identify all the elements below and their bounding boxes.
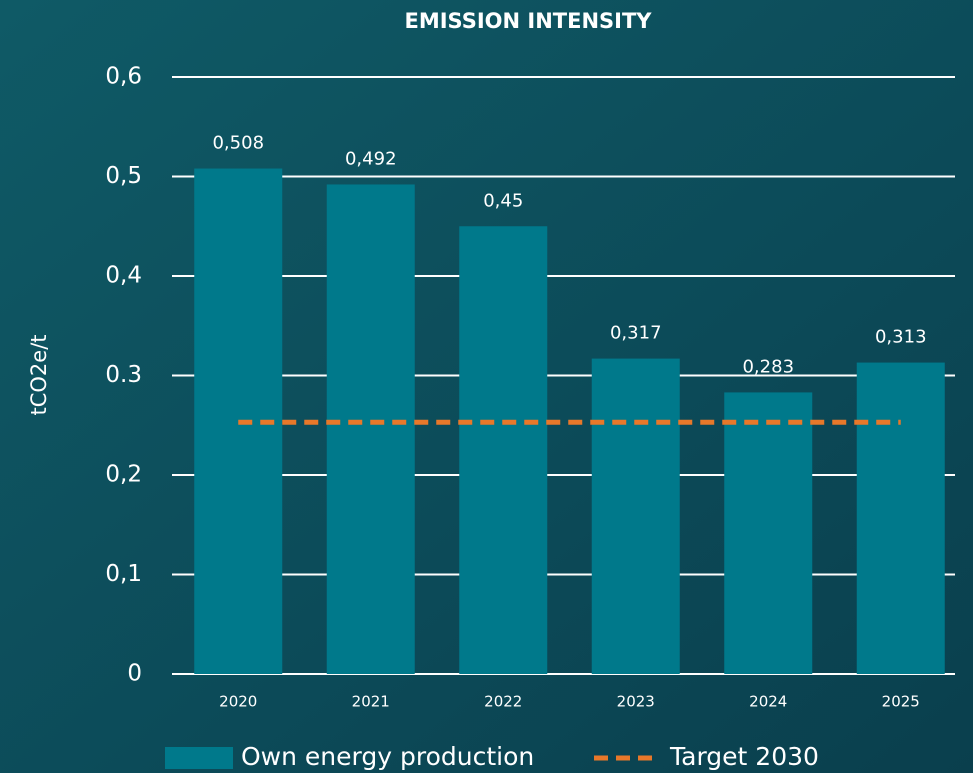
data-label: 0,45 — [483, 190, 523, 211]
x-tick-label: 2023 — [617, 693, 655, 711]
bar — [591, 358, 680, 674]
y-axis-label: tCO2e/t — [27, 334, 51, 415]
y-tick-label: 0,6 — [105, 64, 142, 90]
bar — [856, 362, 945, 674]
bar — [459, 226, 548, 674]
data-label: 0,283 — [742, 356, 794, 377]
y-tick-label: 0,1 — [105, 561, 142, 587]
x-tick-label: 2025 — [882, 693, 920, 711]
chart-title: EMISSION INTENSITY — [404, 9, 652, 33]
y-tick-label: 0,5 — [105, 163, 142, 189]
legend-label: Target 2030 — [669, 742, 819, 771]
legend-label: Own energy production — [241, 742, 534, 771]
legend-swatch — [165, 747, 233, 769]
y-tick-label: 0,2 — [105, 462, 142, 488]
bar — [724, 392, 813, 674]
y-tick-label: 0,4 — [105, 263, 142, 289]
x-tick-label: 2022 — [484, 693, 522, 711]
y-tick-label: 0.3 — [105, 362, 142, 388]
y-tick-label: 0 — [127, 661, 142, 687]
data-label: 0,492 — [345, 148, 397, 169]
data-label: 0,317 — [610, 323, 662, 344]
bar — [326, 184, 415, 674]
x-tick-label: 2021 — [352, 693, 390, 711]
x-tick-label: 2024 — [749, 693, 787, 711]
data-label: 0,508 — [212, 133, 264, 154]
data-label: 0,313 — [875, 327, 927, 348]
x-tick-label: 2020 — [219, 693, 257, 711]
